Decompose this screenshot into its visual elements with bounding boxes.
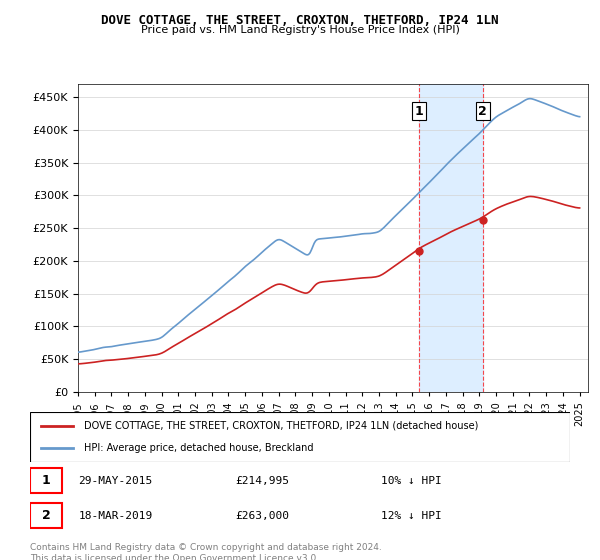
Text: 10% ↓ HPI: 10% ↓ HPI	[381, 475, 442, 486]
Text: 1: 1	[415, 105, 424, 118]
Text: 29-MAY-2015: 29-MAY-2015	[79, 475, 153, 486]
Text: 2: 2	[42, 509, 50, 522]
Bar	[419, 84, 483, 392]
FancyBboxPatch shape	[30, 468, 62, 493]
FancyBboxPatch shape	[30, 503, 62, 528]
Text: 2: 2	[478, 105, 487, 118]
Text: 1: 1	[42, 474, 50, 487]
Text: DOVE COTTAGE, THE STREET, CROXTON, THETFORD, IP24 1LN: DOVE COTTAGE, THE STREET, CROXTON, THETF…	[101, 14, 499, 27]
FancyBboxPatch shape	[30, 412, 570, 462]
Text: HPI: Average price, detached house, Breckland: HPI: Average price, detached house, Brec…	[84, 443, 314, 453]
Text: £214,995: £214,995	[235, 475, 289, 486]
Text: DOVE COTTAGE, THE STREET, CROXTON, THETFORD, IP24 1LN (detached house): DOVE COTTAGE, THE STREET, CROXTON, THETF…	[84, 421, 478, 431]
Text: Contains HM Land Registry data © Crown copyright and database right 2024.
This d: Contains HM Land Registry data © Crown c…	[30, 543, 382, 560]
Text: 18-MAR-2019: 18-MAR-2019	[79, 511, 153, 521]
Text: Price paid vs. HM Land Registry's House Price Index (HPI): Price paid vs. HM Land Registry's House …	[140, 25, 460, 35]
Text: £263,000: £263,000	[235, 511, 289, 521]
Text: 12% ↓ HPI: 12% ↓ HPI	[381, 511, 442, 521]
